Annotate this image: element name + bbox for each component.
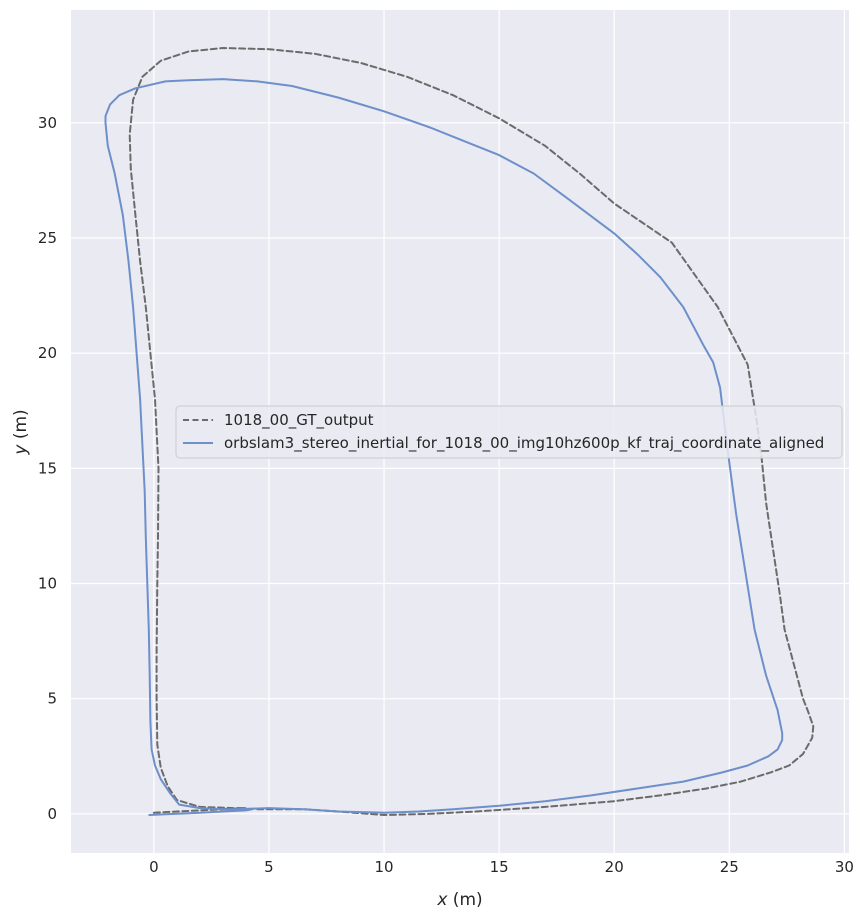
x-axis-label: x (m): [436, 890, 482, 910]
tick-labels: 0 5 10 15 20 25 30 0 5 10 15 20 25 30: [38, 114, 854, 876]
y-tick-label: 10: [38, 575, 57, 593]
legend: 1018_00_GT_output orbslam3_stereo_inerti…: [175, 405, 843, 459]
x-tick-label: 10: [374, 858, 393, 876]
y-axis-label: y (m): [11, 409, 31, 455]
y-tick-label: 0: [47, 805, 57, 823]
y-tick-label: 20: [38, 344, 57, 362]
orbslam-trajectory-line: [104, 78, 784, 816]
y-tick-label: 5: [47, 690, 57, 708]
y-tick-label: 30: [38, 114, 57, 132]
x-tick-label: 20: [605, 858, 624, 876]
y-tick-label: 25: [38, 229, 57, 247]
y-tick-label: 15: [38, 459, 57, 477]
legend-gt-label: 1018_00_GT_output: [224, 411, 374, 430]
x-tick-label: 15: [490, 858, 509, 876]
x-tick-label: 5: [264, 858, 274, 876]
legend-orbslam-label: orbslam3_stereo_inertial_for_1018_00_img…: [224, 434, 824, 453]
gt-trajectory-line: [128, 47, 815, 816]
x-tick-label: 30: [835, 858, 854, 876]
series-lines: [104, 47, 815, 816]
x-tick-label: 0: [149, 858, 159, 876]
legend-box: [175, 405, 843, 459]
x-tick-label: 25: [720, 858, 739, 876]
